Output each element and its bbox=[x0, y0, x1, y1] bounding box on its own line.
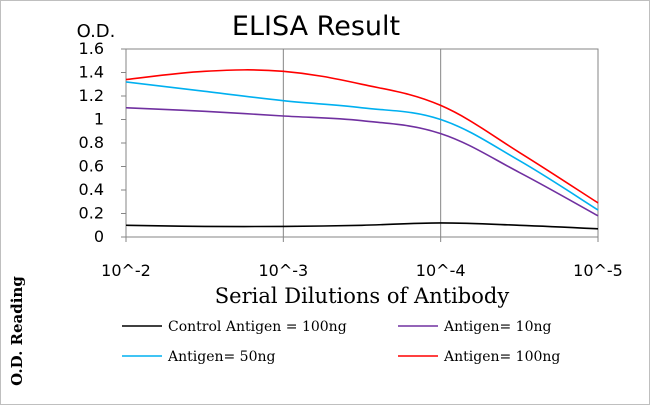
chart-title: ELISA Result bbox=[232, 11, 400, 42]
x-tick-label: 10^-4 bbox=[416, 261, 466, 280]
series-lines bbox=[125, 69, 599, 230]
x-axis-label: Serial Dilutions of Antibody bbox=[215, 284, 510, 308]
series-line-3 bbox=[125, 69, 599, 204]
y-axis-label: O.D. bbox=[77, 21, 116, 42]
legend-label: Control Antigen = 100ng bbox=[168, 319, 347, 335]
x-tick-labels: 10^-2 10^-3 10^-4 10^-5 bbox=[101, 261, 623, 280]
legend-label: Antigen= 10ng bbox=[443, 319, 552, 335]
y-tick-labels: 0 0.2 0.4 0.6 0.8 1 1.2 1.4 1.6 bbox=[79, 39, 104, 246]
y-tick-label: 0 bbox=[94, 227, 104, 246]
y-tick-label: 1 bbox=[94, 110, 104, 129]
y-tick-label: 0.2 bbox=[79, 204, 104, 223]
legend-label: Antigen= 100ng bbox=[443, 349, 560, 365]
y-tick-label: 0.6 bbox=[79, 157, 104, 176]
side-axis-label: O.D. Reading bbox=[8, 276, 26, 386]
x-tick-label: 10^-5 bbox=[573, 261, 623, 280]
legend-label: Antigen= 50ng bbox=[167, 349, 276, 365]
plot-area bbox=[125, 48, 599, 238]
legend: Control Antigen = 100ng Antigen= 10ng Anti… bbox=[122, 319, 560, 365]
y-tick-label: 1.2 bbox=[79, 86, 104, 105]
y-tick-label: 1.6 bbox=[79, 39, 104, 58]
x-tick-label: 10^-2 bbox=[101, 261, 151, 280]
y-tick-label: 1.4 bbox=[79, 63, 104, 82]
series-line-1 bbox=[125, 106, 599, 217]
x-tick-label: 10^-3 bbox=[258, 261, 308, 280]
series-line-0 bbox=[125, 222, 599, 230]
y-tick-label: 0.8 bbox=[79, 133, 104, 152]
series-line-2 bbox=[125, 81, 599, 211]
y-tick-label: 0.4 bbox=[79, 180, 104, 199]
grid bbox=[121, 48, 599, 242]
